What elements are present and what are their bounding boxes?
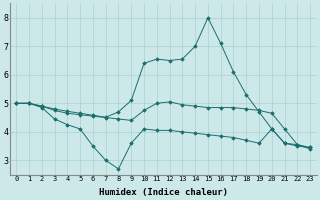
X-axis label: Humidex (Indice chaleur): Humidex (Indice chaleur) [99, 188, 228, 197]
